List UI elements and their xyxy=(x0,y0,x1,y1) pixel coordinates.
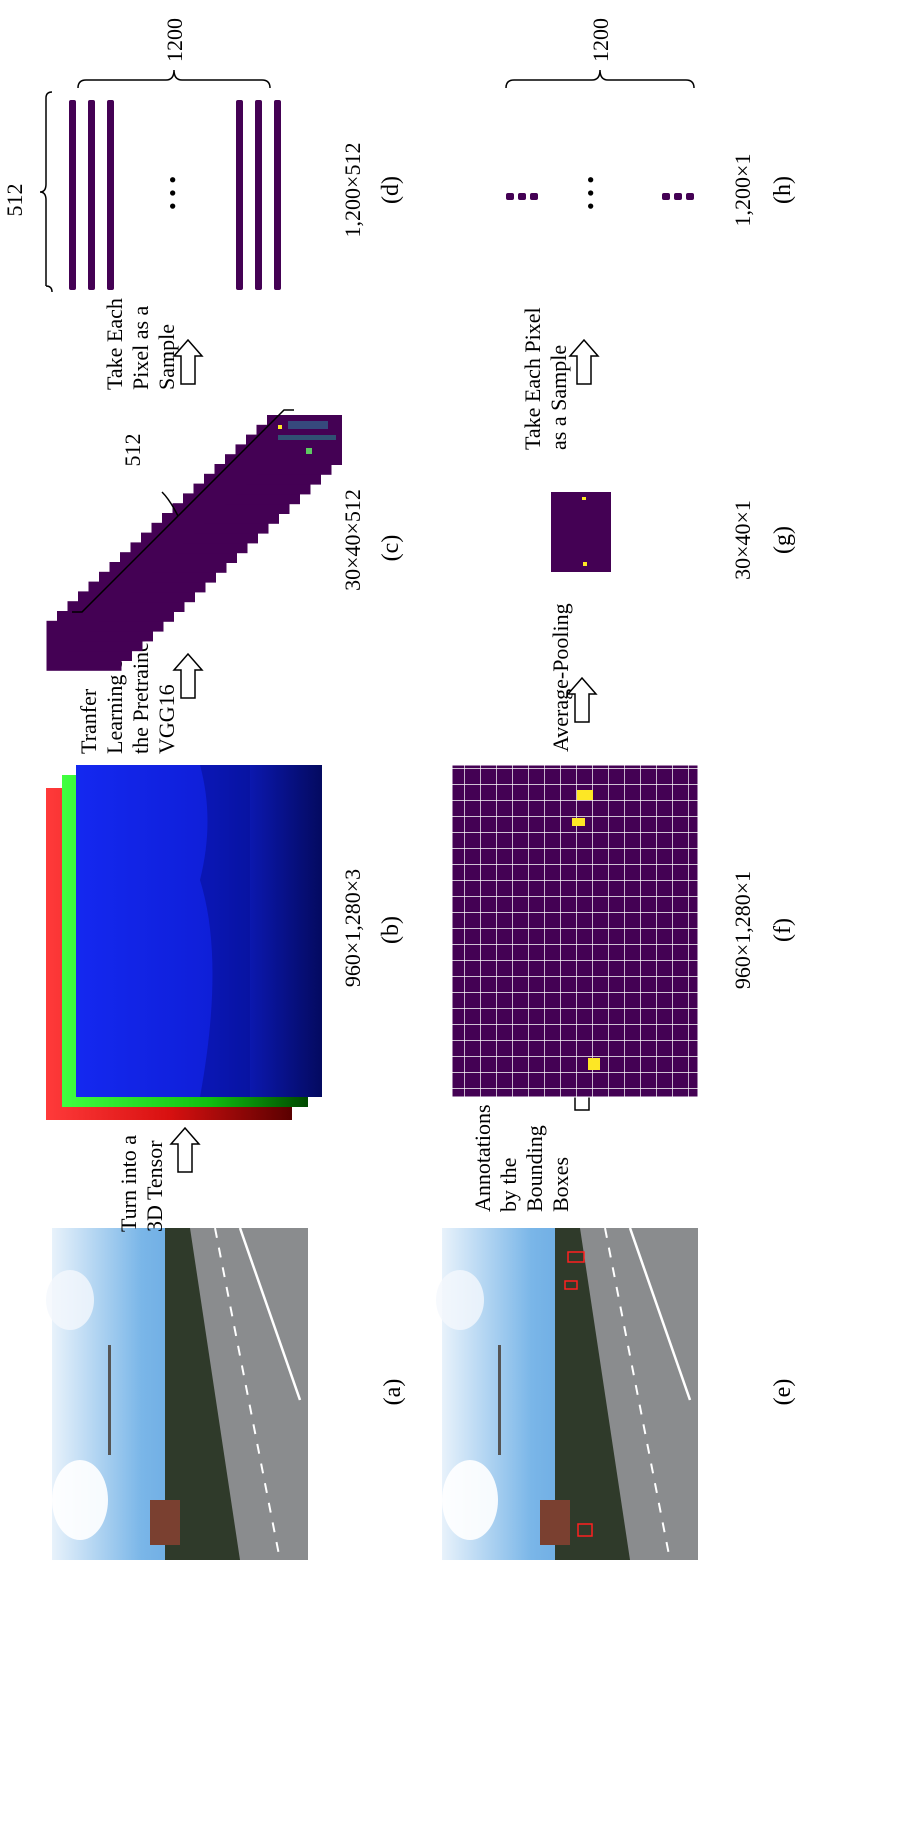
arrow-f-to-g: Average-Pooling xyxy=(548,603,597,752)
pooled-positive-1 xyxy=(582,497,586,500)
blue-channel xyxy=(76,765,322,1097)
caption-b: (b) xyxy=(378,916,404,944)
arrow-cd-text-3: Sample xyxy=(154,324,179,390)
arrow-ef-text-4: Boxes xyxy=(548,1157,573,1212)
arrow-bc-text-4: VGG16 xyxy=(154,684,179,754)
arrow-ef-text-1: Annotations xyxy=(470,1104,495,1212)
pooled-positive-2 xyxy=(583,562,587,566)
brace-right-d: 1200 xyxy=(162,18,187,62)
brace-right-h: 1200 xyxy=(588,18,613,62)
bounding-box-2 xyxy=(564,1280,578,1290)
rgb-tensor-b xyxy=(46,765,322,1120)
arrow-bc-text-3: the Pretrained xyxy=(128,631,153,754)
dims-g: 30×40×1 xyxy=(730,500,755,580)
caption-a: (a) xyxy=(380,1379,406,1406)
caption-h: (h) xyxy=(770,176,796,204)
sample-vectors-d xyxy=(69,100,281,290)
caption-d: (d) xyxy=(378,176,404,204)
arrow-cd-text-2: Pixel as a xyxy=(128,305,153,390)
right-arrow-icon xyxy=(170,1127,200,1173)
arrow-b-to-c: Tranfer Learning by the Pretrained VGG16 xyxy=(76,631,203,754)
caption-f: (f) xyxy=(770,918,796,942)
feature-map xyxy=(267,415,342,465)
dims-b: 960×1,280×3 xyxy=(340,869,365,987)
brace-512-c xyxy=(72,409,294,613)
pooled-map-g xyxy=(551,492,611,572)
caption-g: (g) xyxy=(770,526,796,554)
bounding-box-3 xyxy=(577,1523,593,1537)
dims-c: 30×40×512 xyxy=(340,489,365,591)
arrow-gh-text-2: as a Sample xyxy=(546,345,571,450)
arrow-ef-text-2: by the xyxy=(496,1158,521,1212)
dims-h: 1,200×1 xyxy=(730,154,755,227)
arrow-ab-text-2: 3D Tensor xyxy=(142,1140,167,1232)
label-grid-f xyxy=(451,764,699,1098)
dims-d: 1,200×512 xyxy=(340,143,365,238)
dims-f: 960×1,280×1 xyxy=(730,871,755,989)
brace-1200-h xyxy=(505,69,695,89)
positive-cell-1 xyxy=(577,790,593,800)
brace-512-d xyxy=(39,91,53,293)
brace-top-d: 512 xyxy=(2,184,27,217)
arrow-e-to-f: Annotations by the Bounding Boxes xyxy=(470,1065,597,1212)
positive-cell-3 xyxy=(588,1058,600,1070)
road-photo-e xyxy=(436,1227,698,1561)
arrow-c-to-d: Take Each Pixel as a Sample xyxy=(102,298,203,390)
sample-labels-h xyxy=(506,193,694,200)
brace-label-c: 512 xyxy=(120,434,145,467)
bounding-box-1 xyxy=(567,1251,585,1263)
positive-cell-2 xyxy=(572,818,585,826)
arrow-ab-text-1: Turn into a xyxy=(116,1135,141,1232)
arrow-a-to-b: Turn into a 3D Tensor xyxy=(116,1127,200,1232)
arrow-g-to-h: Take Each Pixel as a Sample xyxy=(520,307,599,450)
road-photo-a xyxy=(46,1227,308,1561)
feature-map-stack-c xyxy=(46,415,342,671)
ellipsis-d: • • • xyxy=(160,176,185,210)
arrow-cd-text-1: Take Each xyxy=(102,298,127,390)
right-arrow-icon xyxy=(569,339,599,385)
arrow-gh-text-1: Take Each Pixel xyxy=(520,307,545,450)
arrow-ef-text-3: Bounding xyxy=(522,1125,547,1212)
caption-e: (e) xyxy=(770,1379,796,1406)
brace-1200-d xyxy=(77,69,271,89)
arrow-bc-text-1: Tranfer xyxy=(76,688,101,754)
ellipsis-h: • • • xyxy=(578,176,603,210)
caption-c: (c) xyxy=(378,535,404,562)
arrow-fg-text-1: Average-Pooling xyxy=(548,603,573,752)
